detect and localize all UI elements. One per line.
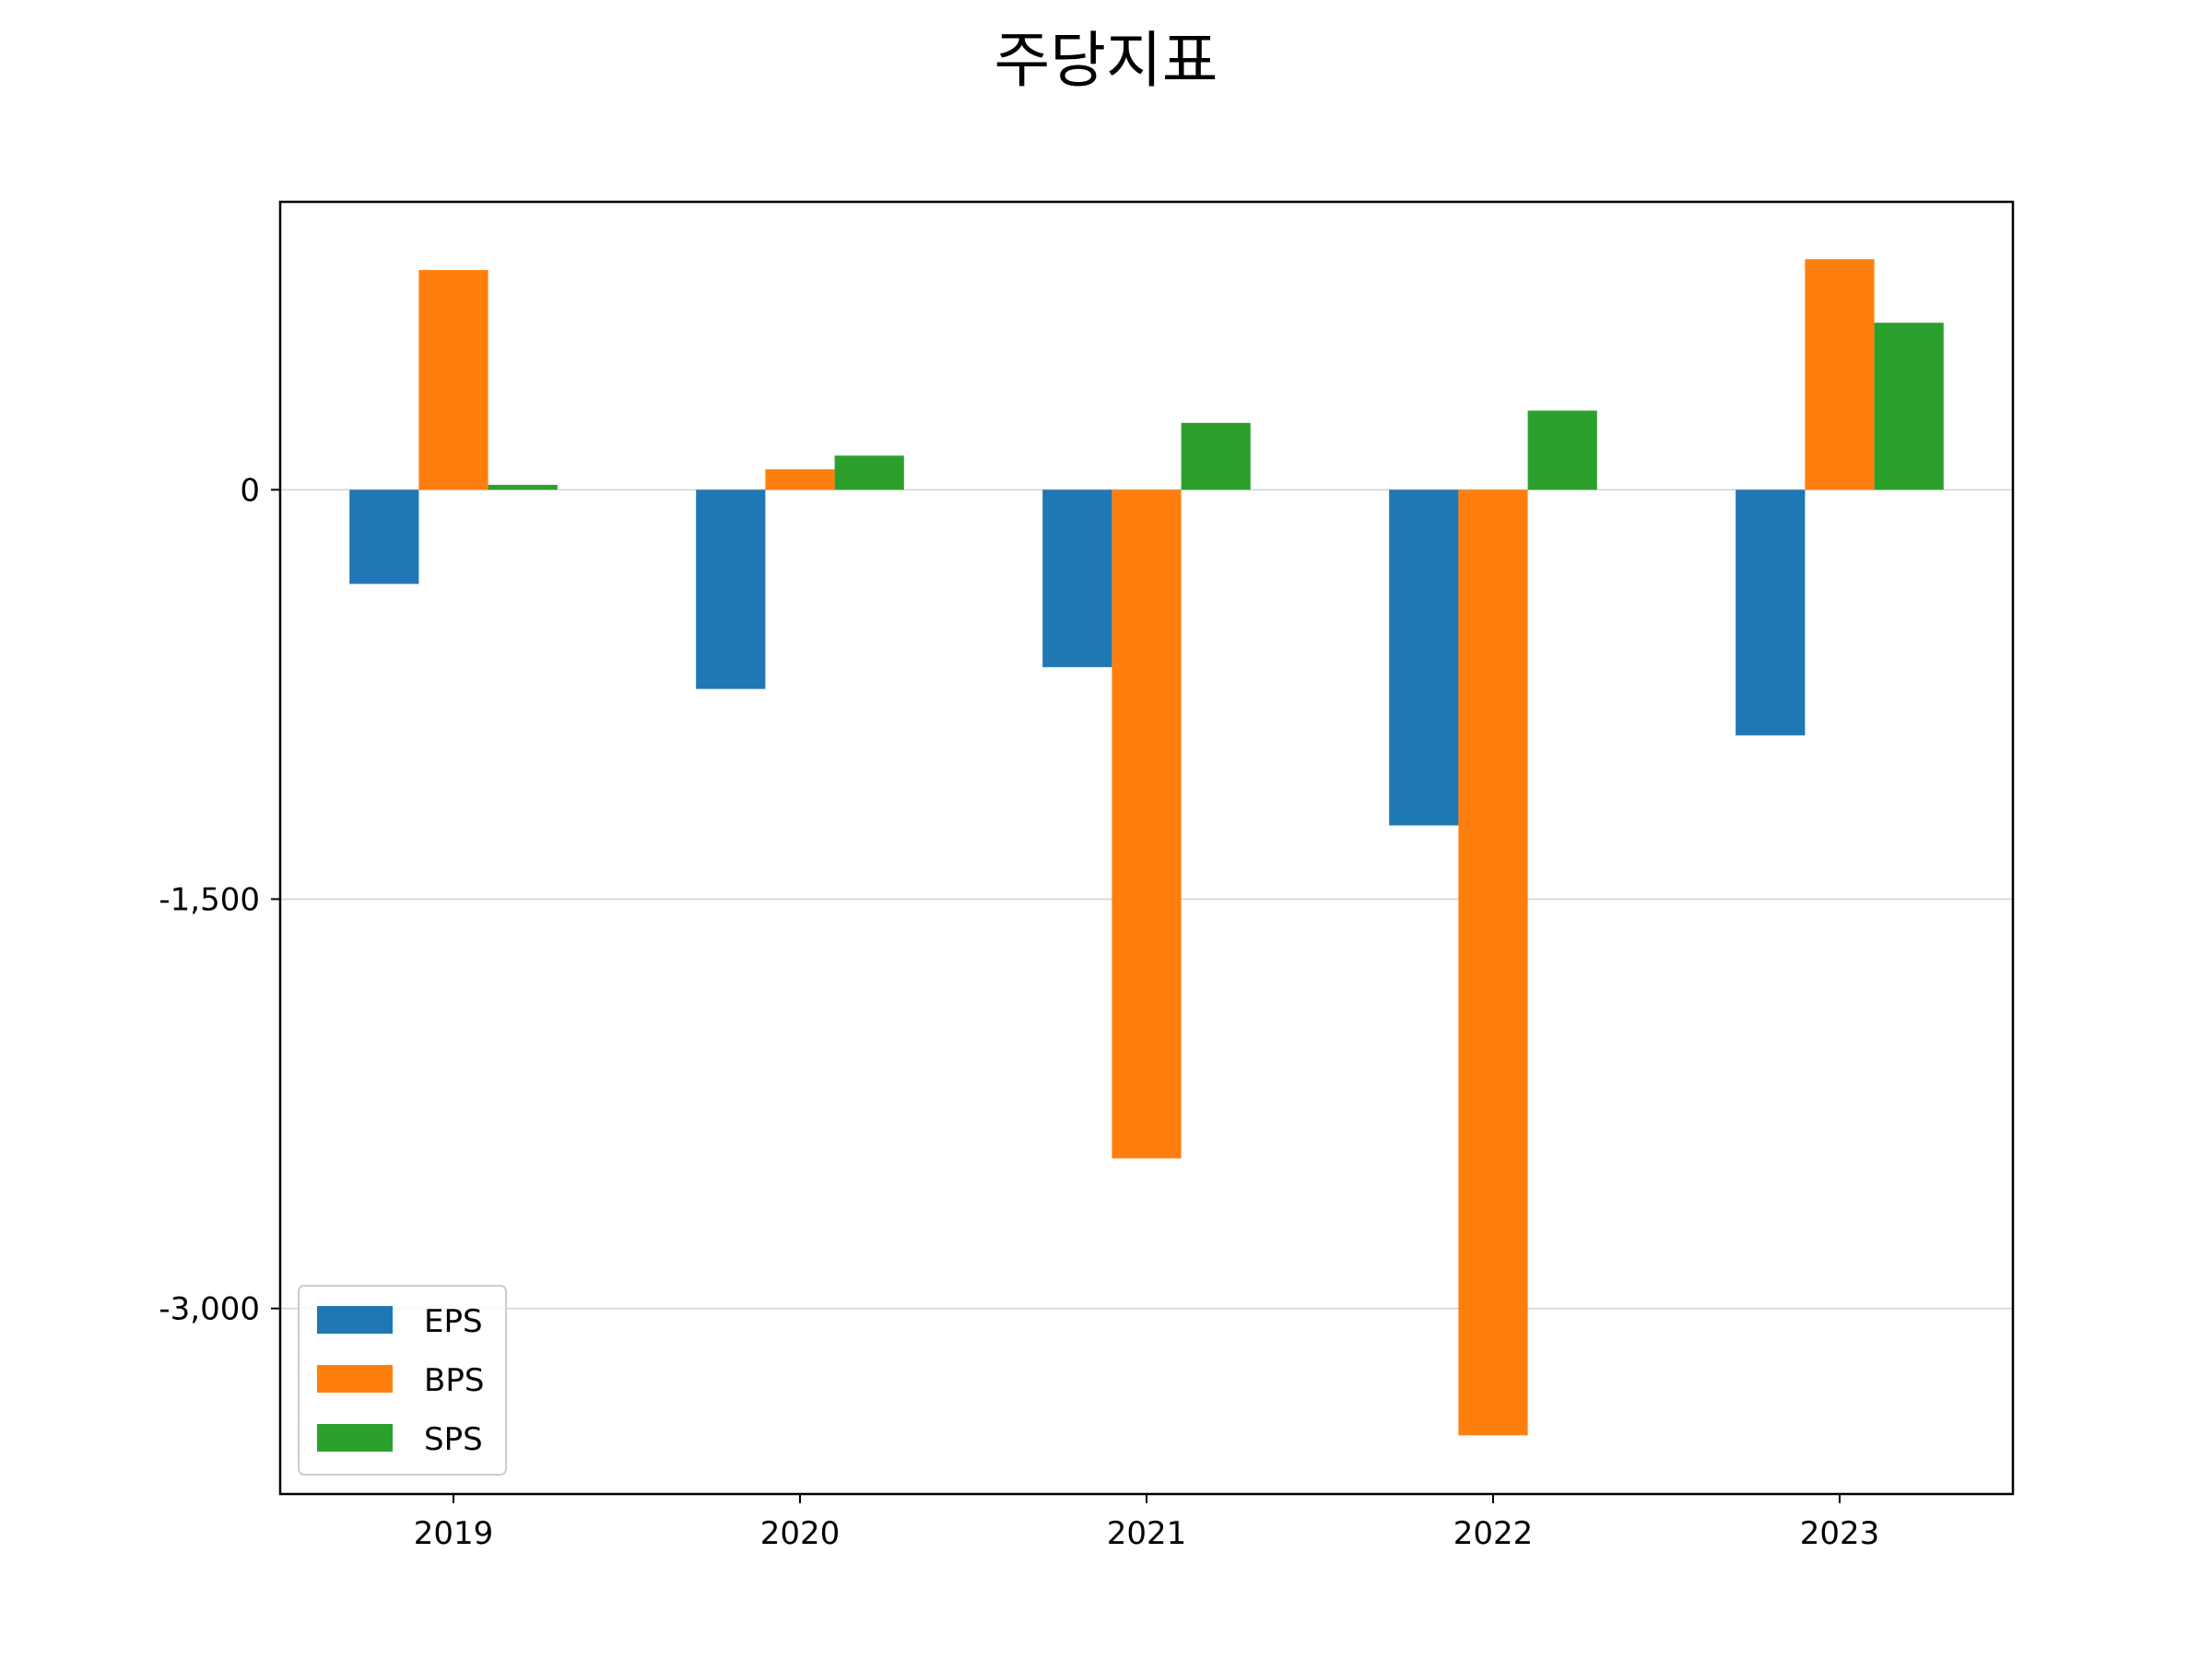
bar-sps-2019 [488, 485, 558, 490]
legend-swatch-eps [317, 1306, 393, 1334]
legend: EPS BPS SPS [298, 1285, 507, 1476]
x-tick-label: 2023 [1800, 1515, 1880, 1552]
bar-eps-2019 [349, 489, 419, 584]
bars [349, 259, 1944, 1436]
legend-label-sps: SPS [424, 1421, 483, 1458]
bar-bps-2019 [418, 270, 488, 490]
bar-sps-2022 [1527, 410, 1597, 490]
bar-bps-2021 [1112, 489, 1182, 1159]
chart-title: 주당지표 [994, 25, 1218, 96]
x-tick-label: 2019 [414, 1515, 494, 1552]
bar-eps-2021 [1042, 489, 1112, 667]
legend-swatch-sps [317, 1424, 393, 1452]
legend-label-bps: BPS [424, 1362, 484, 1399]
bar-bps-2023 [1805, 259, 1875, 490]
y-tick-label: -3,000 [159, 1291, 260, 1328]
x-tick-label: 2021 [1107, 1515, 1187, 1552]
bar-bps-2020 [765, 469, 835, 490]
x-tick-label: 2020 [760, 1515, 841, 1552]
bar-eps-2022 [1389, 489, 1459, 826]
bar-eps-2020 [696, 489, 766, 689]
bar-sps-2023 [1874, 323, 1944, 490]
bar-sps-2020 [834, 455, 904, 490]
bar-sps-2021 [1181, 422, 1251, 490]
y-tick-label: 0 [240, 472, 260, 509]
y-axis: 0 -1,500 -3,000 [159, 472, 280, 1328]
bar-bps-2022 [1458, 489, 1528, 1436]
x-tick-label: 2022 [1453, 1515, 1534, 1552]
bar-eps-2023 [1735, 489, 1806, 735]
legend-swatch-bps [317, 1365, 393, 1393]
legend-label-eps: EPS [424, 1303, 483, 1340]
x-axis: 2019 2020 2021 2022 2023 [414, 1494, 1880, 1552]
y-tick-label: -1,500 [159, 882, 260, 919]
